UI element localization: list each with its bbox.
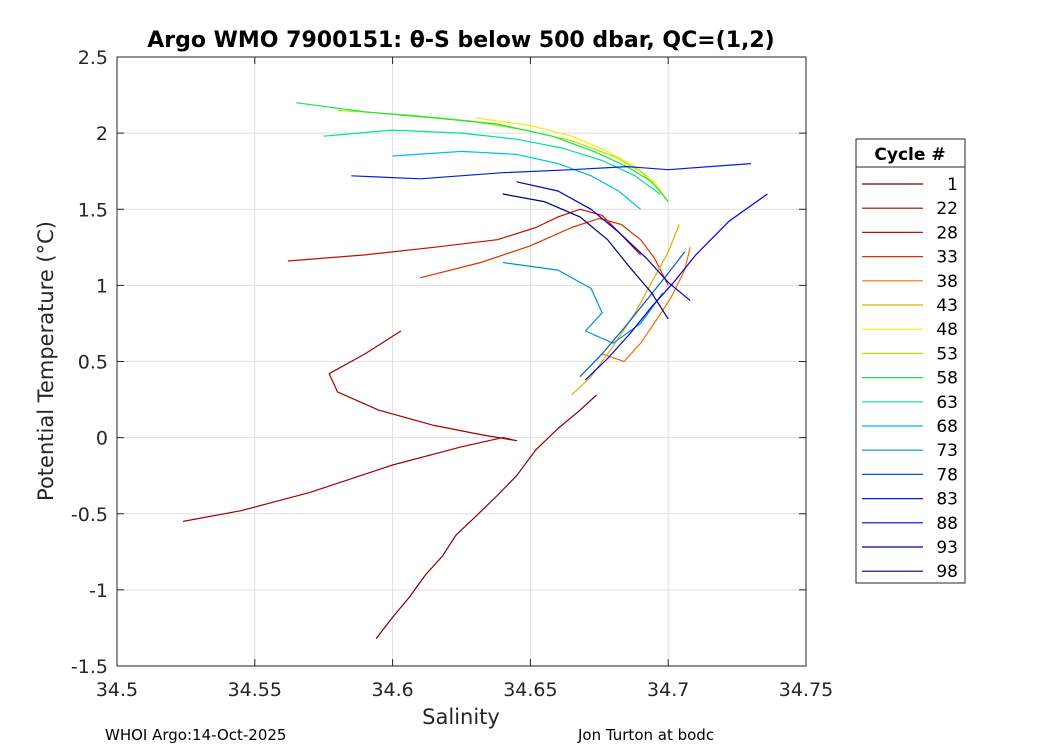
y-tick-label: -1 xyxy=(89,580,108,602)
legend-label-cycle-93: 93 xyxy=(936,538,958,558)
legend-label-cycle-63: 63 xyxy=(936,393,958,413)
legend-box xyxy=(855,138,966,584)
legend-label-cycle-38: 38 xyxy=(936,272,958,292)
y-tick-label: 2 xyxy=(96,123,108,145)
y-axis-label: Potential Temperature (°C) xyxy=(34,221,58,501)
series-line-cycle-28 xyxy=(287,208,642,262)
footer-source: WHOI Argo:14-Oct-2025 xyxy=(105,726,287,744)
series-line-cycle-38 xyxy=(601,247,691,363)
series-line-cycle-43 xyxy=(571,224,680,396)
legend-label-cycle-28: 28 xyxy=(936,223,958,243)
series-line-cycle-63 xyxy=(323,129,661,195)
legend-label-cycle-83: 83 xyxy=(936,490,958,510)
x-tick-label: 34.6 xyxy=(371,679,413,701)
series-line-cycle-58 xyxy=(296,102,669,202)
series-line-cycle-33 xyxy=(420,217,669,286)
series-line-cycle-78 xyxy=(579,251,686,378)
y-tick-label: 0 xyxy=(96,428,108,450)
legend-label-cycle-22: 22 xyxy=(936,199,958,219)
legend-label-cycle-98: 98 xyxy=(936,562,958,582)
series-line-cycle-88 xyxy=(585,193,768,381)
x-tick-label: 34.65 xyxy=(503,679,557,701)
legend-label-cycle-48: 48 xyxy=(936,320,958,340)
legend-label-cycle-73: 73 xyxy=(936,441,958,461)
x-tick-label: 34.55 xyxy=(228,679,282,701)
legend-label-cycle-88: 88 xyxy=(936,514,958,534)
legend: Cycle # 1 22 28 33 38 43 48 53 58 63 68 73 78 83 88 93 9… xyxy=(855,138,966,584)
legend-label-cycle-68: 68 xyxy=(936,417,958,437)
x-tick-label: 34.7 xyxy=(647,679,689,701)
legend-label-cycle-1: 1 xyxy=(947,175,958,195)
legend-label-cycle-33: 33 xyxy=(936,248,958,268)
series-line-cycle-68 xyxy=(392,150,641,210)
footer-credit: Jon Turton at bodc xyxy=(578,726,715,744)
y-tick-label: -0.5 xyxy=(71,504,108,526)
series-line-cycle-1 xyxy=(375,394,597,639)
axis-ticks: 34.5 34.55 34.6 34.65 34.7 34.75 -1.5 -1 -0.5 0 0.… xyxy=(71,47,833,701)
legend-title: Cycle # xyxy=(874,145,945,165)
legend-label-cycle-58: 58 xyxy=(936,369,958,389)
y-tick-label: 0.5 xyxy=(78,352,108,374)
x-tick-label: 34.5 xyxy=(96,679,138,701)
legend-label-cycle-78: 78 xyxy=(936,465,958,485)
series-line-cycle-22 xyxy=(182,330,518,522)
legend-label-cycle-53: 53 xyxy=(936,344,958,364)
legend-label-cycle-43: 43 xyxy=(936,296,958,316)
y-tick-label: 1.5 xyxy=(78,199,108,221)
series-lines xyxy=(182,102,768,639)
y-tick-label: 2.5 xyxy=(78,47,108,69)
series-line-cycle-98 xyxy=(502,193,669,320)
series-line-cycle-83 xyxy=(351,163,751,180)
chart-title: Argo WMO 7900151: θ-S below 500 dbar, QC… xyxy=(147,28,775,53)
series-line-cycle-48 xyxy=(475,117,669,202)
x-tick-label: 34.75 xyxy=(779,679,833,701)
y-tick-label: 1 xyxy=(96,275,108,297)
y-tick-label: -1.5 xyxy=(71,656,108,678)
x-axis-label: Salinity xyxy=(422,705,500,729)
series-line-cycle-93 xyxy=(516,181,691,302)
